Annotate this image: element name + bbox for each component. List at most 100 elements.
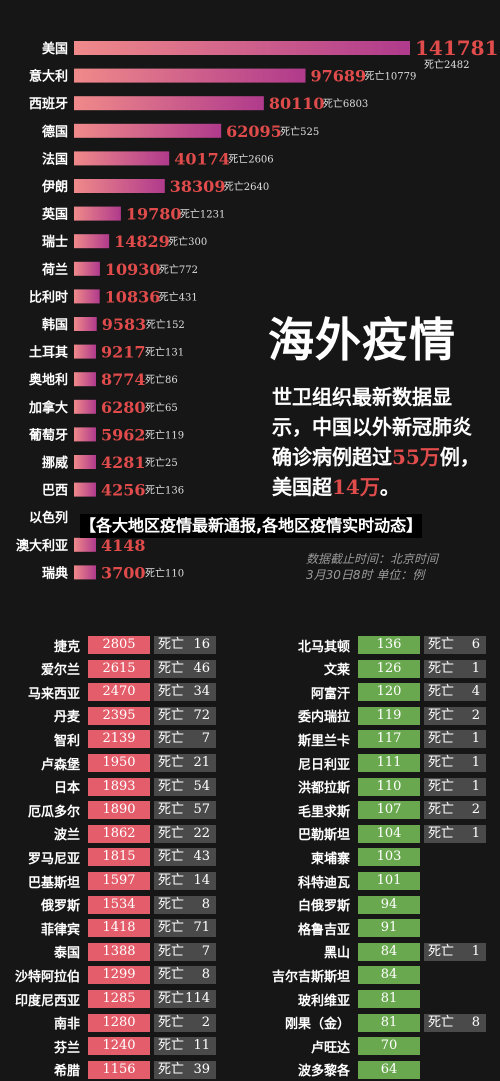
table-row: 捷克 2805 死亡 16 bbox=[0, 636, 216, 655]
case-count: 1240 bbox=[88, 1037, 150, 1056]
case-count: 2395 bbox=[88, 706, 150, 725]
country-name: 委内瑞拉 bbox=[297, 710, 350, 726]
country-name: 柬埔寨 bbox=[310, 851, 350, 867]
case-count: 136 bbox=[358, 636, 420, 654]
country-name: 斯里兰卡 bbox=[297, 733, 350, 749]
country-name: 科特迪瓦 bbox=[297, 875, 350, 891]
death-count: 死亡 1 bbox=[424, 659, 486, 678]
bar-label: 加拿大 bbox=[28, 400, 68, 416]
table-row: 巴勒斯坦 104 死亡 1 bbox=[268, 824, 486, 843]
table-row: 科特迪瓦 101 bbox=[268, 872, 486, 891]
case-count: 103 bbox=[358, 848, 420, 867]
case-count: 120 bbox=[358, 683, 420, 702]
bar-value: 80110 bbox=[269, 94, 325, 113]
death-count: 死亡 54 bbox=[154, 777, 216, 796]
country-name: 阿富汗 bbox=[310, 686, 350, 702]
country-name: 卢森堡 bbox=[40, 757, 80, 773]
case-count: 64 bbox=[358, 1060, 420, 1079]
country-name: 文莱 bbox=[323, 663, 350, 679]
country-name: 日本 bbox=[53, 781, 80, 797]
bar-value: 4256 bbox=[101, 481, 146, 500]
death-count: 死亡 114 bbox=[154, 990, 216, 1008]
bar-label: 德国 bbox=[42, 124, 68, 140]
bar bbox=[74, 289, 100, 304]
bar-label: 荷兰 bbox=[41, 262, 68, 278]
death-count: 死亡 6 bbox=[424, 636, 486, 654]
bar-deaths: 死亡131 bbox=[145, 346, 184, 359]
death-count: 死亡 34 bbox=[154, 683, 216, 702]
bar-label: 瑞典 bbox=[42, 565, 68, 581]
bar-value: 40174 bbox=[174, 149, 230, 168]
case-count: 1156 bbox=[88, 1060, 150, 1079]
death-count: 死亡 72 bbox=[154, 706, 216, 725]
case-count: 107 bbox=[358, 801, 420, 820]
bar bbox=[74, 344, 96, 359]
bar-value: 97689 bbox=[311, 67, 367, 86]
bar bbox=[74, 68, 306, 83]
bar-deaths: 死亡431 bbox=[159, 290, 198, 303]
country-name: 沙特阿拉伯 bbox=[14, 969, 80, 985]
table-row: 俄罗斯 1534 死亡 8 bbox=[0, 895, 216, 914]
case-count: 104 bbox=[358, 824, 420, 843]
table-row: 厄瓜多尔 1890 死亡 57 bbox=[0, 801, 216, 820]
bar-deaths: 死亡136 bbox=[145, 484, 184, 497]
bar-label: 土耳其 bbox=[29, 345, 68, 361]
death-count: 死亡 7 bbox=[154, 730, 216, 749]
death-count: 死亡 4 bbox=[424, 683, 486, 702]
bar-deaths: 死亡25 bbox=[145, 456, 178, 469]
table-row: 波兰 1862 死亡 22 bbox=[0, 824, 216, 843]
country-name: 洪都拉斯 bbox=[297, 781, 350, 797]
death-count: 死亡 1 bbox=[424, 777, 486, 796]
death-count bbox=[424, 966, 486, 984]
bar-label: 葡萄牙 bbox=[28, 427, 68, 443]
bar bbox=[74, 41, 410, 55]
bar bbox=[74, 427, 96, 442]
country-name: 马来西亚 bbox=[27, 686, 80, 702]
case-count: 84 bbox=[358, 966, 420, 985]
table-row: 卢森堡 1950 死亡 21 bbox=[0, 754, 216, 773]
table-row: 白俄罗斯 94 bbox=[268, 895, 486, 915]
table-row: 吉尔吉斯斯坦 84 bbox=[268, 966, 486, 985]
bar-label: 奥地利 bbox=[29, 372, 68, 388]
case-count: 81 bbox=[358, 990, 420, 1008]
bar-label: 韩国 bbox=[42, 317, 68, 333]
death-count bbox=[424, 1061, 486, 1079]
bar-deaths: 死亡110 bbox=[145, 566, 184, 579]
bar bbox=[74, 261, 100, 276]
bar-value: 10836 bbox=[105, 287, 161, 306]
country-name: 卢旺达 bbox=[310, 1040, 350, 1056]
bar bbox=[74, 537, 96, 552]
bar-label: 瑞士 bbox=[42, 234, 68, 250]
death-count: 死亡 2 bbox=[424, 801, 486, 820]
death-count bbox=[424, 896, 486, 914]
country-name: 南非 bbox=[53, 1017, 80, 1033]
table-row: 柬埔寨 103 bbox=[268, 848, 486, 867]
bar-deaths: 死亡152 bbox=[146, 318, 185, 331]
bar-label: 澳大利亚 bbox=[16, 538, 68, 554]
country-name: 厄瓜多尔 bbox=[27, 804, 80, 820]
bar-deaths: 死亡2482 bbox=[424, 58, 469, 71]
case-count: 1893 bbox=[88, 777, 150, 796]
country-name: 罗马尼亚 bbox=[27, 851, 80, 867]
bar bbox=[74, 317, 97, 331]
death-count: 死亡 7 bbox=[154, 942, 216, 961]
bar-label: 意大利 bbox=[29, 69, 68, 85]
table-row: 巴基斯坦 1597 死亡 14 bbox=[0, 872, 216, 891]
death-count: 死亡 8 bbox=[154, 966, 216, 985]
case-count: 117 bbox=[358, 730, 420, 749]
country-name: 印度尼西亚 bbox=[14, 993, 80, 1009]
case-count: 70 bbox=[358, 1037, 420, 1056]
bar-value: 38309 bbox=[170, 177, 226, 196]
country-name: 白俄罗斯 bbox=[297, 899, 350, 915]
death-count bbox=[424, 872, 486, 890]
bar-value: 5962 bbox=[101, 425, 146, 444]
bar-label: 法国 bbox=[42, 151, 68, 167]
table-row: 马来西亚 2470 死亡 34 bbox=[0, 683, 216, 702]
table-row: 格鲁吉亚 91 bbox=[268, 919, 486, 938]
case-count: 1950 bbox=[88, 754, 150, 772]
table-row: 卢旺达 70 bbox=[268, 1037, 486, 1056]
country-name: 泰国 bbox=[53, 946, 80, 962]
bar-deaths: 死亡119 bbox=[145, 428, 184, 441]
country-name: 智利 bbox=[53, 733, 80, 749]
death-count: 死亡 21 bbox=[154, 754, 216, 772]
